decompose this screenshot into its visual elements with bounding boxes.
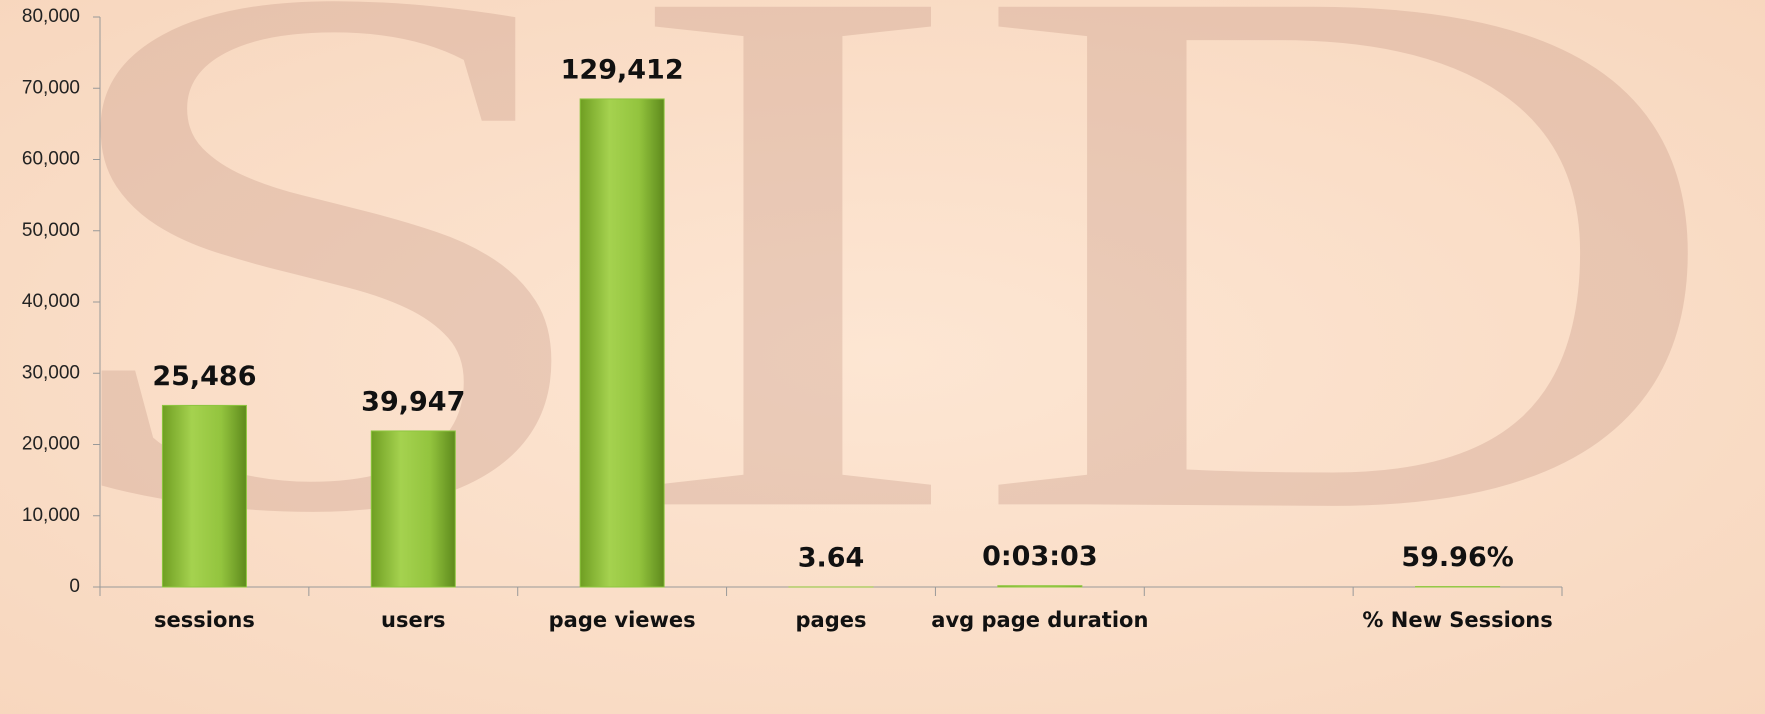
x-tick-label: pages [796, 608, 867, 632]
bar [371, 431, 455, 587]
page: SID 010,00020,00030,00040,00050,00060,00… [0, 0, 1765, 714]
x-tick-label: % New Sessions [1362, 608, 1552, 632]
x-tick-label: page viewes [549, 608, 696, 632]
bar [998, 586, 1082, 587]
bar [580, 99, 664, 587]
data-label: 39,947 [361, 386, 465, 417]
y-tick-label: 20,000 [22, 434, 80, 455]
data-label: 129,412 [561, 54, 684, 85]
y-tick-label: 30,000 [22, 362, 80, 383]
y-tick-label: 80,000 [22, 6, 80, 27]
data-label: 0:03:03 [982, 541, 1098, 572]
x-tick-label: sessions [154, 608, 255, 632]
bar [162, 405, 246, 587]
y-tick-label: 0 [69, 576, 80, 597]
y-tick-label: 10,000 [22, 505, 80, 526]
y-tick-label: 60,000 [22, 149, 80, 170]
y-tick-label: 50,000 [22, 220, 80, 241]
y-tick-label: 70,000 [22, 77, 80, 98]
x-tick-label: avg page duration [931, 608, 1148, 632]
data-label: 3.64 [798, 542, 865, 573]
data-label: 59.96% [1401, 542, 1513, 573]
chart: SID 010,00020,00030,00040,00050,00060,00… [0, 0, 1765, 714]
x-tick-label: users [381, 608, 446, 632]
y-tick-label: 40,000 [22, 291, 80, 312]
data-label: 25,486 [152, 361, 256, 392]
